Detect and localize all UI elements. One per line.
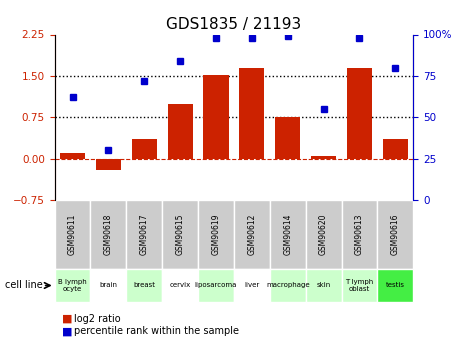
Bar: [203, 75, 228, 159]
Text: GSM90617: GSM90617: [140, 214, 149, 255]
Bar: [126, 200, 162, 269]
Text: B lymph
ocyte: B lymph ocyte: [58, 279, 87, 292]
Bar: [162, 269, 198, 302]
Bar: [126, 269, 162, 302]
Bar: [342, 200, 378, 269]
Text: T lymph
oblast: T lymph oblast: [345, 279, 373, 292]
Bar: [378, 269, 413, 302]
Bar: [234, 200, 270, 269]
Text: breast: breast: [133, 283, 155, 288]
Text: ■: ■: [62, 314, 72, 324]
Text: GSM90615: GSM90615: [176, 214, 185, 255]
Text: GSM90616: GSM90616: [391, 214, 400, 255]
Text: GSM90618: GSM90618: [104, 214, 113, 255]
Bar: [347, 68, 372, 159]
Bar: [198, 269, 234, 302]
Bar: [270, 269, 306, 302]
Bar: [383, 139, 408, 159]
Bar: [306, 200, 342, 269]
Text: percentile rank within the sample: percentile rank within the sample: [74, 326, 238, 336]
Text: ■: ■: [62, 326, 72, 336]
Bar: [55, 200, 91, 269]
Text: macrophage: macrophage: [266, 283, 310, 288]
Title: GDS1835 / 21193: GDS1835 / 21193: [166, 17, 302, 32]
Text: liver: liver: [244, 283, 259, 288]
Text: GSM90611: GSM90611: [68, 214, 77, 255]
Bar: [91, 200, 126, 269]
Bar: [55, 269, 91, 302]
Bar: [239, 68, 265, 159]
Bar: [91, 269, 126, 302]
Bar: [342, 269, 378, 302]
Text: cell line: cell line: [5, 280, 42, 290]
Text: skin: skin: [316, 283, 331, 288]
Text: liposarcoma: liposarcoma: [195, 283, 237, 288]
Bar: [311, 156, 336, 159]
Text: cervix: cervix: [170, 283, 191, 288]
Text: GSM90613: GSM90613: [355, 214, 364, 255]
Bar: [275, 117, 300, 159]
Text: testis: testis: [386, 283, 405, 288]
Bar: [60, 153, 85, 159]
Text: GSM90620: GSM90620: [319, 214, 328, 255]
Bar: [132, 139, 157, 159]
Bar: [96, 159, 121, 170]
Text: log2 ratio: log2 ratio: [74, 314, 120, 324]
Bar: [234, 269, 270, 302]
Text: GSM90612: GSM90612: [247, 214, 257, 255]
Bar: [378, 200, 413, 269]
Bar: [306, 269, 342, 302]
Bar: [270, 200, 306, 269]
Bar: [168, 104, 193, 159]
Bar: [162, 200, 198, 269]
Text: brain: brain: [99, 283, 117, 288]
Bar: [198, 200, 234, 269]
Text: GSM90614: GSM90614: [283, 214, 292, 255]
Text: GSM90619: GSM90619: [211, 214, 220, 255]
